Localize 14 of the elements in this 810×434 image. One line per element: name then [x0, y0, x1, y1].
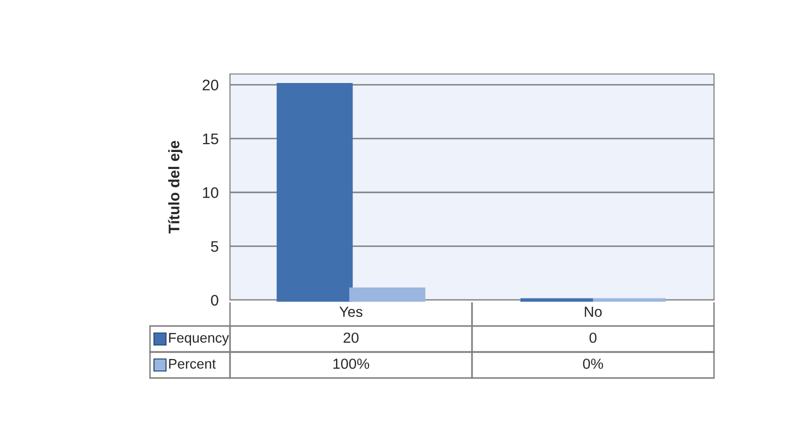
legend-label: Fequency	[169, 333, 229, 346]
y-axis-title: Título del eje	[168, 140, 182, 234]
y-tick-label: 20	[202, 80, 218, 90]
y-tick-label: 5	[211, 241, 218, 252]
y-tick-label: 15	[203, 134, 218, 144]
x-tick-label: No	[584, 306, 602, 317]
legend-label: Percent	[169, 359, 216, 369]
data-label: 0	[590, 332, 596, 343]
y-tick-label: 0	[210, 294, 218, 306]
data-label: 0%	[583, 358, 604, 369]
x-tick-label: Yes	[339, 306, 362, 317]
data-label: 100%	[333, 358, 370, 369]
y-tick-label: 10	[203, 187, 218, 198]
data-label: 20	[344, 332, 359, 343]
